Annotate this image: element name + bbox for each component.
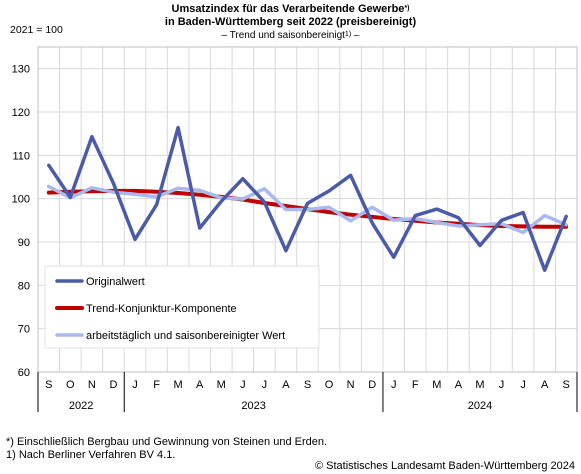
x-tick-label: J	[262, 379, 268, 391]
chart-title-line1: Umsatzindex für das Verarbeitende Gewerb…	[0, 3, 581, 16]
footnote-1: *) Einschließlich Bergbau und Gewinnung …	[6, 436, 328, 448]
series-line-original	[47, 125, 568, 272]
x-tick-label: S	[304, 379, 311, 391]
y-tick-label: 130	[12, 64, 30, 76]
x-tick-label: J	[240, 379, 246, 391]
x-tick-label: S	[45, 379, 52, 391]
footnote-2: 1) Nach Berliner Verfahren BV 4.1.	[6, 449, 176, 461]
legend: Originalwert Trend-Konjunktur-Komponente a…	[44, 265, 320, 349]
series-line-adjusted	[47, 184, 568, 235]
y-tick-label: 80	[18, 280, 30, 292]
y-tick-label: 110	[12, 150, 30, 162]
x-tick-label: J	[499, 379, 505, 391]
x-tick-label: J	[520, 379, 526, 391]
x-tick-label: A	[282, 379, 290, 391]
x-tick-label: D	[109, 379, 117, 391]
y-tick-label: 60	[18, 367, 30, 379]
subtitle-suffix: –	[351, 30, 360, 41]
legend-label-adjusted: arbeitstäglich und saisonbereinigter Wer…	[86, 330, 285, 342]
x-tick-label: M	[174, 379, 183, 391]
x-tick-label: A	[196, 379, 204, 391]
year-label: 2023	[241, 400, 265, 412]
title-footnote-mark: *)	[404, 5, 410, 12]
x-tick-label: J	[391, 379, 397, 391]
x-tick-label: O	[66, 379, 75, 391]
subtitle-footnote-mark: 1)	[344, 31, 352, 38]
chart-title-text: Umsatzindex für das Verarbeitende Gewerb…	[171, 3, 405, 15]
year-label: 2022	[69, 400, 93, 412]
legend-box	[44, 265, 320, 349]
x-tick-label: M	[217, 379, 226, 391]
subtitle-text: – Trend und saisonbereinigt	[221, 30, 345, 41]
x-tick-label: F	[153, 379, 160, 391]
grid-layer	[37, 46, 578, 373]
chart-title-line2: in Baden-Württemberg seit 2022 (preisber…	[164, 16, 417, 28]
x-tick-label: S	[563, 379, 570, 391]
year-label: 2024	[468, 400, 492, 412]
chart-subtitle: – Trend und saisonbereinigt1) –	[0, 30, 581, 42]
x-tick-label: A	[455, 379, 463, 391]
x-tick-label: N	[88, 379, 96, 391]
x-tick-label: D	[368, 379, 376, 391]
plot-frame	[37, 46, 578, 373]
y-tick-label: 100	[12, 194, 30, 206]
copyright-notice: © Statistisches Landesamt Baden-Württemb…	[314, 460, 575, 472]
x-tick-label: M	[475, 379, 484, 391]
legend-label-trend: Trend-Konjunktur-Komponente	[86, 303, 237, 315]
x-tick-label: M	[432, 379, 441, 391]
x-tick-label: N	[347, 379, 355, 391]
y-tick-label: 70	[18, 324, 30, 336]
x-tick-label: O	[325, 379, 334, 391]
y-tick-label: 90	[18, 237, 30, 249]
base-year-label: 2021 = 100	[10, 24, 63, 36]
x-tick-label: J	[132, 379, 138, 391]
x-tick-label: F	[412, 379, 419, 391]
y-tick-label: 120	[12, 107, 30, 119]
x-tick-label: A	[541, 379, 549, 391]
series-layer	[46, 125, 569, 272]
legend-label-original: Originalwert	[86, 276, 145, 288]
